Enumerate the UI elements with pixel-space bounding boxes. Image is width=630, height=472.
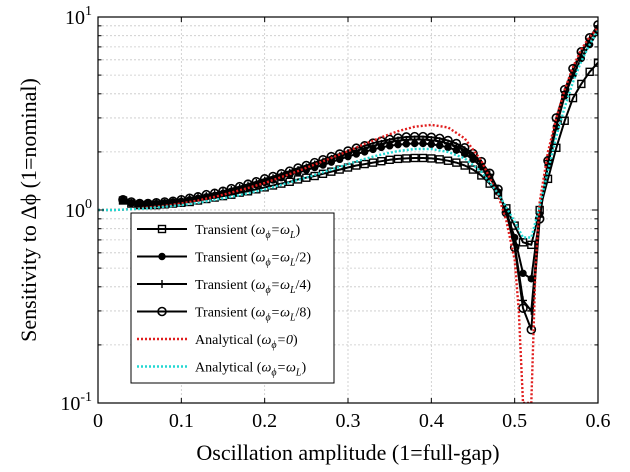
legend-entry-5: Analytical (ωϕ=ωL): [137, 361, 306, 379]
legend-label-3: Transient (ωϕ=ωL/8): [195, 306, 311, 324]
series-0-point-36: [418, 153, 428, 163]
series-3-point-27: [343, 146, 353, 156]
x-axis-label: Oscillation amplitude (1=full-gap): [196, 440, 499, 465]
series-1-point-48: [519, 269, 527, 277]
series-3-point-14: [234, 181, 245, 192]
series-0-point-42: [468, 165, 478, 174]
series-0-point-37: [427, 154, 436, 163]
series-4-line: [98, 26, 598, 403]
series-3-point-57: [593, 20, 598, 30]
series-0-point-33: [393, 154, 403, 164]
legend-entry-1: Transient (ωϕ=ωL/2): [137, 251, 311, 269]
series-3-point-43: [476, 156, 487, 167]
series-0-point-39: [443, 156, 453, 165]
legend-entry-3: Transient (ωϕ=ωL/8): [137, 306, 311, 324]
series-3-point-28: [351, 143, 362, 154]
series-5: [98, 29, 598, 239]
y-axis-label: Sensitivity to Δϕ (1=nominal): [16, 78, 41, 342]
series-3-point-0: [118, 194, 128, 205]
series-0-point-56: [585, 67, 594, 77]
x-tick-label-6: 0.6: [586, 410, 611, 432]
legend-entry-4: Analytical (ωϕ=0): [137, 333, 298, 351]
series-3: [118, 20, 598, 335]
series-3-point-49: [526, 324, 537, 335]
legend: Transient (ωϕ=ωL) Transient (ωϕ=ωL/2) Tran…: [130, 212, 335, 384]
legend-entry-0: Transient (ωϕ=ωL): [137, 223, 301, 241]
legend-entry-2: Transient (ωϕ=ωL/4): [137, 278, 311, 296]
series-3-point-18: [268, 171, 278, 182]
series-0-point-52: [552, 143, 561, 153]
x-tick-label-4: 0.4: [419, 410, 444, 432]
series-3-point-19: [276, 169, 287, 179]
legend-marker-2: [158, 280, 166, 288]
series-0-point-53: [560, 116, 569, 125]
y-tick-label-2: 101: [65, 4, 92, 29]
series-3-point-54: [568, 63, 578, 74]
series-0-point-48: [518, 238, 528, 247]
legend-label-0: Transient (ωϕ=ωL): [195, 223, 301, 241]
series-3-point-39: [443, 135, 453, 146]
series-3-point-23: [309, 157, 320, 168]
series-3-point-52: [551, 113, 562, 123]
tick-labels: 0 0.1 0.2 0.3 0.4 0.5 0.6 10-1 100 101: [60, 4, 610, 432]
series-0-point-26: [335, 165, 344, 174]
series-0-point-54: [568, 93, 578, 103]
series-0-point-34: [402, 154, 411, 163]
x-tick-label-5: 0.5: [502, 410, 527, 432]
legend-label-5: Analytical (ωϕ=ωL): [195, 361, 306, 379]
series-0-point-29: [360, 159, 369, 169]
series-0-point-57: [593, 58, 598, 67]
legend-label-4: Analytical (ωϕ=0): [195, 333, 298, 351]
series-5-line: [98, 29, 598, 239]
series-3-point-51: [543, 155, 553, 166]
y-tick-label-0: 10-1: [60, 390, 92, 415]
series-3-point-40: [451, 138, 462, 149]
series-0-point-31: [377, 156, 386, 166]
tick-marks: [97, 16, 599, 404]
series-0-point-35: [410, 153, 419, 163]
x-tick-label-2: 0.2: [252, 410, 277, 432]
legend-marker-1: [158, 252, 166, 261]
series-0-point-32: [385, 155, 394, 165]
series-layer: [98, 20, 598, 403]
series-3-point-47: [509, 242, 520, 253]
series-3-point-22: [301, 160, 312, 171]
series-0-point-30: [368, 158, 378, 167]
x-tick-label-0: 0: [93, 410, 103, 432]
series-0-point-27: [343, 163, 353, 172]
legend-label-2: Transient (ωϕ=ωL/4): [195, 278, 311, 296]
y-tick-label-1: 100: [65, 197, 92, 222]
series-3-point-20: [284, 166, 295, 176]
series-0-point-40: [452, 158, 461, 167]
series-4: [98, 26, 598, 403]
series-3-point-38: [434, 133, 445, 144]
legend-box: [130, 212, 335, 384]
legend-marker-3: [157, 306, 167, 317]
legend-marker-0: [157, 224, 167, 234]
legend-label-1: Transient (ωϕ=ωL/2): [195, 251, 311, 269]
x-tick-label-1: 0.1: [169, 410, 194, 432]
series-0-point-38: [435, 155, 444, 164]
x-tick-label-3: 0.3: [336, 410, 361, 432]
series-0-point-55: [577, 79, 586, 89]
series-3-point-12: [218, 186, 228, 197]
series-3-point-41: [459, 143, 470, 153]
series-0-point-41: [460, 161, 469, 170]
